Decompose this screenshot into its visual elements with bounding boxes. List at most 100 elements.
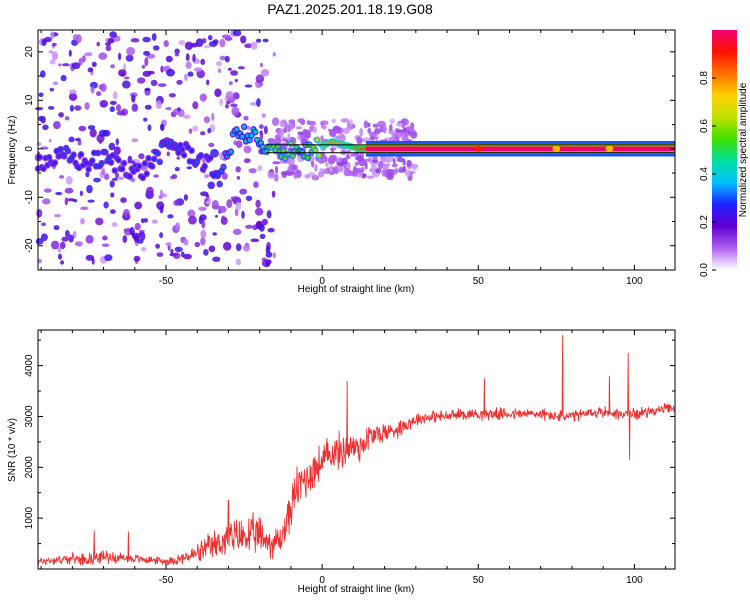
spectral-blob-core	[90, 158, 95, 163]
spectral-speckle	[255, 38, 262, 43]
spectral-speckle	[356, 154, 364, 162]
spectral-speckle	[219, 38, 226, 48]
spectral-speckle	[187, 209, 196, 218]
spectral-blob-core	[182, 153, 187, 158]
spectral-speckle	[304, 174, 311, 179]
spectral-speckle	[406, 159, 412, 168]
spectral-speckle	[207, 128, 212, 134]
spectral-blob-core	[253, 130, 258, 134]
snr-x-label: Height of straight line (km)	[298, 584, 415, 595]
spectral-speckle	[147, 70, 155, 75]
spectral-speckle	[42, 124, 49, 131]
spectral-speckle	[207, 35, 213, 41]
spectral-blob-core	[185, 145, 190, 150]
spectral-blob-core	[169, 139, 173, 144]
spectral-speckle	[159, 123, 165, 131]
spectral-speckle	[335, 130, 343, 134]
spectral-speckle	[361, 166, 365, 173]
spectral-blob-core	[317, 153, 321, 158]
spectral-speckle	[58, 63, 62, 67]
spectral-blob-core	[37, 155, 42, 160]
spectral-speckle	[165, 242, 172, 247]
spectral-speckle	[386, 168, 394, 178]
spectral-speckle	[356, 136, 361, 144]
spectral-blob-core	[215, 173, 220, 178]
spectral-speckle	[170, 248, 174, 255]
spectral-speckle	[69, 104, 74, 112]
spectral-speckle	[215, 61, 223, 67]
spectral-speckle	[285, 125, 292, 132]
spectral-speckle	[267, 227, 275, 233]
spectral-speckle	[143, 117, 148, 122]
spectral-speckle	[156, 201, 165, 210]
spectral-blob-core	[142, 161, 147, 166]
spectral-speckle	[98, 84, 104, 90]
spectral-speckle	[188, 215, 197, 225]
spectral-speckle	[60, 260, 65, 265]
spectral-speckle	[57, 247, 62, 253]
spectral-speckle	[40, 222, 47, 227]
spectral-blob-core	[58, 147, 63, 152]
spectral-blob-core	[79, 152, 84, 157]
spectral-speckle	[349, 119, 353, 125]
spectral-blob-core	[150, 164, 155, 169]
spectral-speckle	[55, 191, 63, 196]
spectral-speckle	[111, 222, 118, 227]
spectral-speckle	[87, 199, 95, 203]
spectral-speckle	[228, 81, 233, 85]
spectral-speckle	[195, 38, 204, 47]
spectral-speckle	[334, 126, 340, 132]
spectral-speckle	[346, 154, 350, 159]
spectral-speckle	[186, 166, 193, 170]
spectral-speckle	[204, 174, 210, 179]
spectral-speckle	[118, 52, 122, 61]
snr-line	[37, 335, 675, 566]
signal-frequency-lines	[265, 144, 675, 154]
spectral-speckle	[392, 158, 396, 164]
spectral-blob-core	[45, 163, 50, 168]
spectral-speckle	[398, 166, 404, 173]
spectral-speckle	[192, 53, 196, 62]
spectral-blob-core	[174, 146, 179, 151]
spectral-speckle	[258, 82, 264, 87]
spectral-speckle	[151, 219, 158, 224]
spectral-speckle	[313, 175, 317, 180]
spectral-speckle	[58, 253, 62, 260]
spectral-speckle	[397, 157, 406, 163]
spectral-blob-core	[221, 165, 226, 169]
spectral-blob-core	[66, 149, 70, 154]
spectral-speckle	[144, 57, 149, 67]
spectral-speckle	[133, 255, 141, 262]
spectral-speckle	[203, 45, 211, 49]
spectral-speckle	[61, 236, 69, 242]
spectral-blob-core	[144, 171, 149, 176]
colorbar-tick-label: 0.6	[699, 119, 710, 133]
spectral-speckle	[187, 71, 194, 77]
spectral-speckle	[242, 244, 251, 252]
spectral-speckle	[363, 120, 369, 129]
spectral-blob-core	[180, 147, 185, 152]
y-tick-label: 20	[24, 46, 35, 58]
spectral-blob-core	[140, 175, 145, 180]
spectral-blob-core	[47, 155, 52, 160]
spectral-speckle	[114, 172, 120, 179]
spectral-speckle	[183, 114, 191, 119]
spectral-blob-core	[178, 143, 183, 148]
spectral-speckle	[267, 171, 276, 179]
spectral-band-core	[365, 146, 675, 152]
spectral-speckle	[193, 67, 203, 72]
spectral-speckle	[41, 38, 47, 46]
spectral-speckle	[271, 117, 280, 127]
spectral-blob-core	[116, 158, 121, 163]
spectral-speckle	[328, 154, 338, 163]
colorbar-gradient	[712, 30, 737, 270]
spectral-blob-core	[41, 166, 46, 171]
spectral-blob-core	[155, 151, 160, 156]
spectral-speckle	[49, 87, 55, 92]
spectral-speckle	[77, 140, 82, 146]
spectral-blob-core	[62, 154, 67, 159]
spectral-speckle	[257, 165, 263, 172]
spectral-speckle	[74, 241, 83, 247]
spectral-speckle	[395, 129, 404, 133]
spectral-speckle	[224, 55, 230, 63]
